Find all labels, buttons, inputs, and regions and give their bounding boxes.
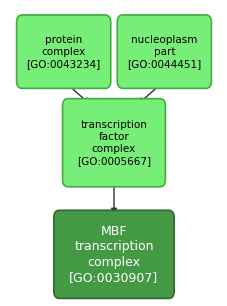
Text: transcription
factor
complex
[GO:0005667]: transcription factor complex [GO:0005667…	[76, 120, 151, 166]
FancyBboxPatch shape	[117, 15, 210, 88]
FancyBboxPatch shape	[62, 99, 165, 187]
FancyBboxPatch shape	[17, 15, 110, 88]
Text: protein
complex
[GO:0043234]: protein complex [GO:0043234]	[26, 35, 100, 69]
FancyBboxPatch shape	[54, 210, 173, 298]
Text: nucleoplasm
part
[GO:0044451]: nucleoplasm part [GO:0044451]	[127, 35, 201, 69]
Text: MBF
transcription
complex
[GO:0030907]: MBF transcription complex [GO:0030907]	[69, 225, 158, 284]
